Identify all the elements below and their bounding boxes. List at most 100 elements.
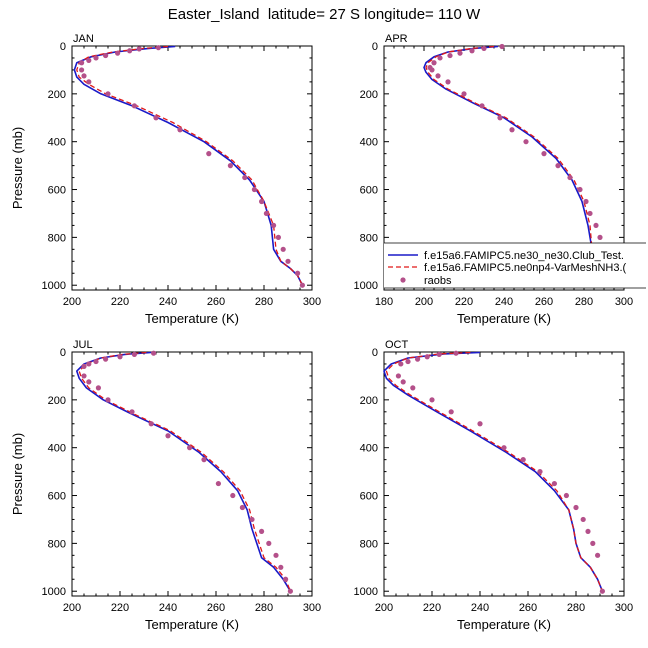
- raobs-point: [227, 163, 233, 169]
- y-tick-label: 400: [48, 137, 66, 149]
- x-tick-label: 260: [535, 296, 553, 308]
- raobs-point: [95, 385, 101, 391]
- figure-title: Easter_Island latitude= 27 S longitude= …: [167, 6, 481, 23]
- raobs-point: [573, 504, 579, 511]
- raobs-point: [599, 588, 606, 594]
- x-tick-label: 260: [207, 296, 225, 308]
- raobs-point: [595, 552, 601, 558]
- y-tick-label: 200: [360, 89, 378, 101]
- x-tick-label: 200: [63, 296, 81, 308]
- panel-label: APR: [385, 33, 408, 45]
- raobs-point: [287, 588, 293, 594]
- x-tick-label: 200: [375, 602, 393, 614]
- y-tick-label: 400: [360, 443, 378, 455]
- x-tick-label: 180: [375, 296, 393, 308]
- raobs-point: [131, 351, 137, 357]
- raobs-point: [285, 258, 291, 264]
- raobs-point: [136, 46, 142, 52]
- model2-line: [76, 45, 303, 286]
- raobs-point: [273, 552, 279, 558]
- raobs-point: [587, 210, 593, 217]
- y-tick-label: 800: [48, 538, 66, 550]
- raobs-point: [79, 67, 85, 73]
- raobs-point: [567, 174, 573, 181]
- raobs-point: [115, 50, 121, 56]
- model1-line: [383, 351, 604, 592]
- raobs-point: [251, 186, 257, 193]
- panel-jul: 200 220 240 260 280 300 0 200 400 600 800 1000 Tempe…: [10, 339, 321, 632]
- plot-frame: [71, 351, 313, 597]
- raobs-point: [453, 350, 459, 356]
- y-tick-label: 600: [48, 185, 66, 197]
- raobs-point: [477, 421, 483, 427]
- x-tick-label: 300: [303, 296, 321, 308]
- y-tick-label: 800: [360, 538, 378, 550]
- raobs-point: [398, 361, 404, 367]
- raobs-point: [299, 282, 305, 288]
- raobs-point: [580, 516, 586, 523]
- x-tick-label: 260: [207, 602, 225, 614]
- legend: f.e15a6.FAMIPC5.ne30_ne30.Club_Test.f.e1…: [384, 242, 646, 290]
- raobs-point: [435, 73, 441, 79]
- raobs-point: [424, 354, 430, 360]
- raobs-point: [129, 409, 135, 415]
- x-axis-label: Temperature (K): [457, 311, 551, 326]
- raobs-point: [266, 540, 272, 546]
- raobs-point: [523, 139, 529, 145]
- raobs-point: [81, 363, 87, 369]
- raobs-point: [280, 246, 286, 252]
- x-tick-label: 220: [455, 296, 473, 308]
- raobs-point: [457, 50, 463, 56]
- raobs-point: [151, 350, 157, 356]
- y-axis-label: Pressure (mb): [10, 433, 25, 515]
- raobs-point: [86, 79, 92, 85]
- raobs-point: [563, 492, 570, 499]
- raobs-point: [597, 234, 603, 240]
- x-tick-label: 220: [423, 602, 441, 614]
- raobs-point: [551, 480, 558, 487]
- y-tick-label: 200: [48, 89, 66, 101]
- raobs-point: [437, 55, 443, 61]
- raobs-point: [405, 358, 411, 365]
- panel-oct: 200 220 240 260 280 300 0 200 400 600 800 1000 Tempe…: [354, 339, 634, 632]
- raobs-point: [278, 564, 284, 570]
- plot-frame: [383, 351, 625, 597]
- raobs-point: [555, 163, 561, 169]
- x-tick-label: 280: [567, 602, 585, 614]
- legend-entry: raobs: [424, 275, 452, 287]
- raobs-point: [86, 379, 92, 385]
- raobs-point: [410, 385, 416, 391]
- raobs-point: [117, 354, 123, 360]
- x-tick-label: 260: [519, 602, 537, 614]
- raobs-point: [590, 540, 596, 546]
- raobs-point: [436, 351, 442, 357]
- raobs-point: [481, 45, 487, 51]
- legend-background: [384, 243, 646, 288]
- raobs-point: [400, 379, 406, 385]
- y-tick-label: 0: [372, 41, 378, 53]
- x-axis-label: Temperature (K): [145, 617, 239, 632]
- panel-label: OCT: [385, 339, 409, 351]
- model2-line: [385, 351, 604, 592]
- y-axis-label: Pressure (mb): [10, 127, 25, 209]
- y-tick-label: 0: [372, 347, 378, 359]
- y-tick-label: 1000: [42, 280, 66, 292]
- raobs-point: [242, 174, 248, 181]
- raobs-point: [81, 73, 87, 79]
- raobs-point: [93, 55, 99, 61]
- raobs-point: [206, 151, 212, 157]
- raobs-point: [93, 358, 99, 365]
- raobs-point: [585, 528, 591, 535]
- legend-swatch-raobs: [400, 277, 406, 283]
- raobs-point: [583, 198, 589, 205]
- raobs-point: [499, 43, 505, 50]
- x-tick-label: 280: [255, 296, 273, 308]
- raobs-point: [259, 528, 265, 535]
- raobs-point: [271, 222, 277, 229]
- x-tick-label: 240: [471, 602, 489, 614]
- raobs-point: [509, 127, 515, 133]
- raobs-point: [593, 222, 599, 229]
- raobs-point: [429, 67, 435, 73]
- raobs-point: [469, 48, 475, 54]
- y-tick-label: 1000: [42, 586, 66, 598]
